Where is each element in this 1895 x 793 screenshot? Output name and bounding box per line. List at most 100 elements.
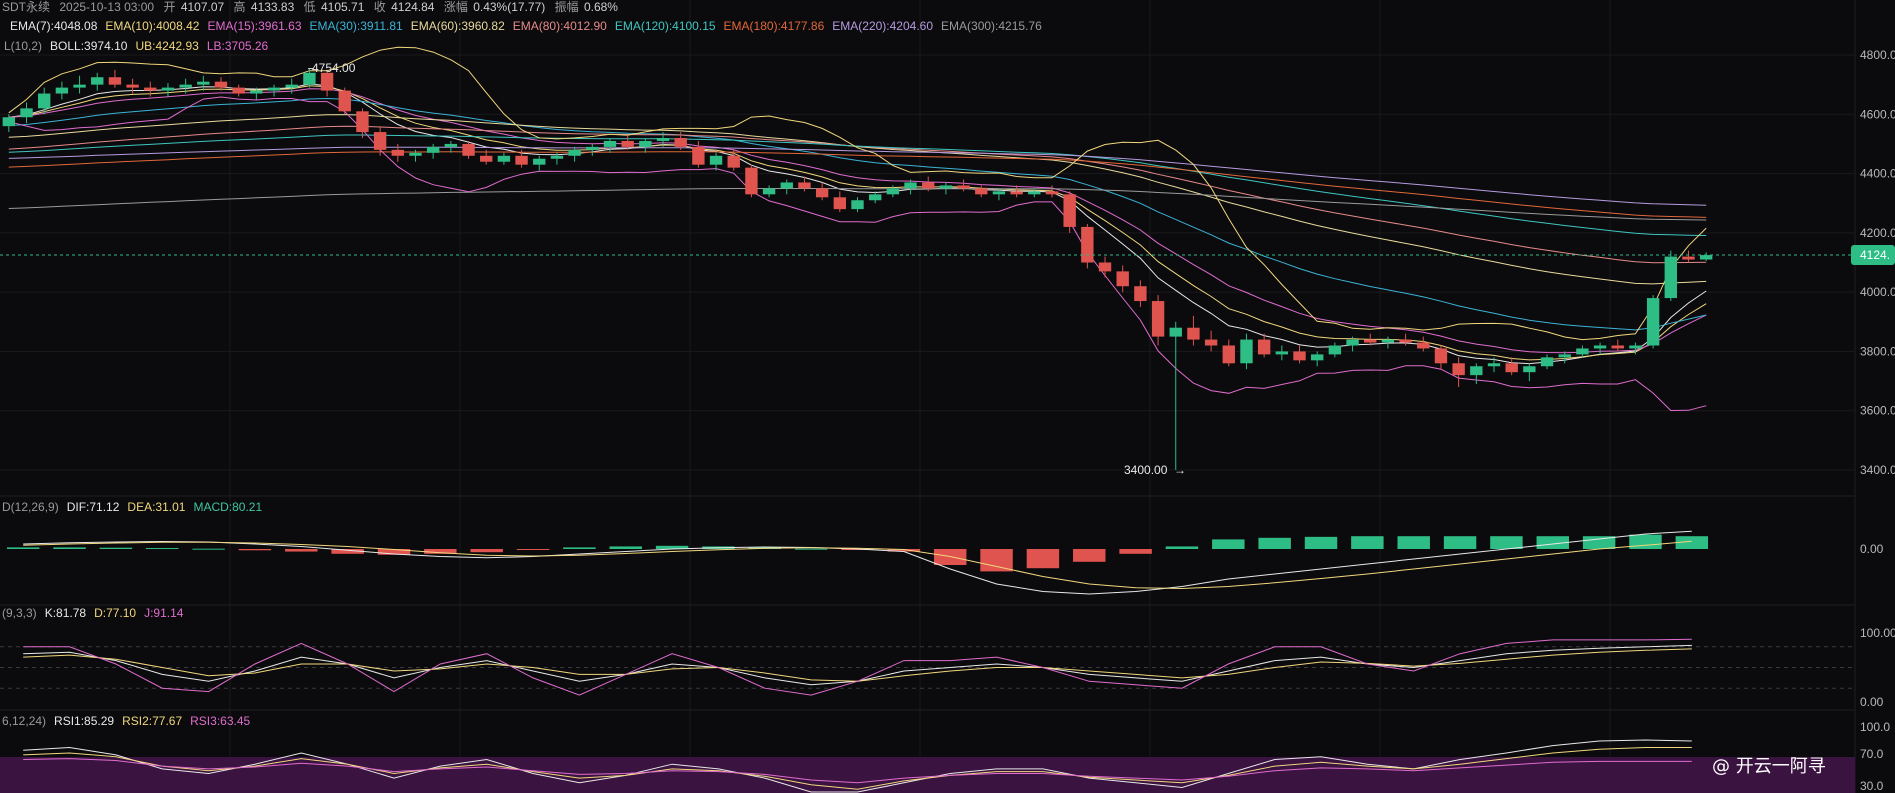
low-value: 4105.71 (321, 0, 365, 14)
candle-body (603, 140, 617, 147)
candle-body (1364, 339, 1377, 343)
candle (709, 152, 723, 171)
low-annotation-label: 3400.00 (1124, 463, 1168, 477)
candle (91, 72, 104, 91)
ema-legend-item: EMA(220):4204.60 (832, 19, 933, 33)
candle-body (586, 146, 599, 150)
candle-body (55, 87, 69, 94)
candle (38, 87, 51, 115)
candle-body (1063, 194, 1076, 227)
open-value: 4107.07 (181, 0, 225, 14)
candle (1593, 342, 1607, 355)
candle-body (1134, 286, 1147, 302)
candle (285, 78, 298, 94)
boll-legend-item: UB:4242.93 (135, 39, 199, 53)
candle (780, 179, 793, 195)
candle-body (1204, 339, 1218, 346)
candle-body (1611, 345, 1624, 349)
candle (939, 182, 953, 195)
panel-separators (0, 0, 1856, 793)
candle (762, 185, 776, 198)
candle-body (38, 93, 51, 109)
candle (126, 78, 139, 94)
candle (1470, 363, 1483, 385)
grid-lines (0, 0, 1855, 793)
candle (586, 143, 599, 156)
candle (356, 108, 369, 138)
current-price-tag (1851, 245, 1895, 265)
macd-bar (424, 549, 457, 554)
candle (409, 149, 422, 162)
candle (992, 188, 1006, 201)
rsi-3-line (23, 758, 1692, 784)
candle-body (338, 90, 351, 112)
candle-body (73, 84, 86, 88)
candle-body (1664, 256, 1677, 299)
macd-dea-line (23, 540, 1692, 590)
ema-legend-item: EMA(15):3961.63 (207, 19, 301, 33)
candle-body (639, 140, 652, 147)
kdj-j-line (23, 638, 1692, 696)
candle-body (922, 182, 935, 189)
candle (373, 126, 387, 156)
macd-bar (192, 548, 225, 550)
macd-legend-item: MACD:80.21 (193, 500, 262, 514)
kdj-panel (0, 638, 1855, 696)
candle (55, 81, 69, 100)
price-axis-tick: 4000.00 (1860, 285, 1895, 299)
candle-body (426, 146, 440, 153)
candle (975, 185, 988, 198)
candle-body (1257, 339, 1271, 355)
candle-body (391, 149, 404, 156)
current-price-tag-label: 4124. (1860, 248, 1890, 262)
candle-body (1098, 262, 1112, 272)
candle-body (179, 84, 192, 88)
candle-body (975, 188, 988, 195)
candle-body (833, 197, 847, 210)
candle (73, 75, 86, 94)
ema-legend-item: EMA(30):3911.81 (310, 19, 403, 33)
boll-legend-item: BOLL:3974.10 (50, 39, 128, 53)
candle-body (144, 87, 157, 91)
candle-body (656, 138, 670, 141)
candle-body (1028, 191, 1041, 195)
candle (568, 146, 581, 162)
watermark: @ 开云一阿寻 (1712, 756, 1826, 777)
candle-body (480, 155, 493, 162)
candle-body (762, 188, 776, 195)
candle-body (1699, 255, 1713, 260)
candle (1098, 256, 1112, 278)
price-axis-tick: 3800.00 (1860, 344, 1895, 358)
rsi-legend-item: 6,12,24) (2, 714, 46, 728)
candle (656, 132, 670, 147)
candle-body (161, 87, 175, 91)
candle (815, 182, 829, 201)
candle (267, 84, 281, 97)
candle-body (851, 200, 864, 210)
candle-body (1470, 366, 1483, 376)
kdj-legend-item: D:77.10 (94, 606, 136, 620)
candle-body (745, 167, 758, 195)
candle-body (1081, 226, 1094, 263)
candle (1240, 333, 1253, 370)
ema-legend-item: EMA(10):4008.42 (105, 19, 199, 33)
candle (692, 140, 705, 168)
candle-body (444, 143, 458, 147)
macd-bar (1443, 536, 1477, 549)
candle-body (214, 81, 228, 88)
macd-bar (238, 549, 272, 551)
macd-bar (980, 549, 1013, 572)
macd-bar (470, 549, 503, 553)
high-value: 4133.83 (251, 0, 295, 14)
rsi-axis-30: 30.0 (1860, 779, 1884, 793)
candle (1540, 354, 1554, 370)
macd-bar (1536, 536, 1569, 549)
macd-bar (146, 548, 179, 550)
candle-body (1434, 348, 1448, 364)
candle (1010, 185, 1023, 198)
candle (1169, 321, 1182, 470)
candle-body (939, 185, 953, 189)
